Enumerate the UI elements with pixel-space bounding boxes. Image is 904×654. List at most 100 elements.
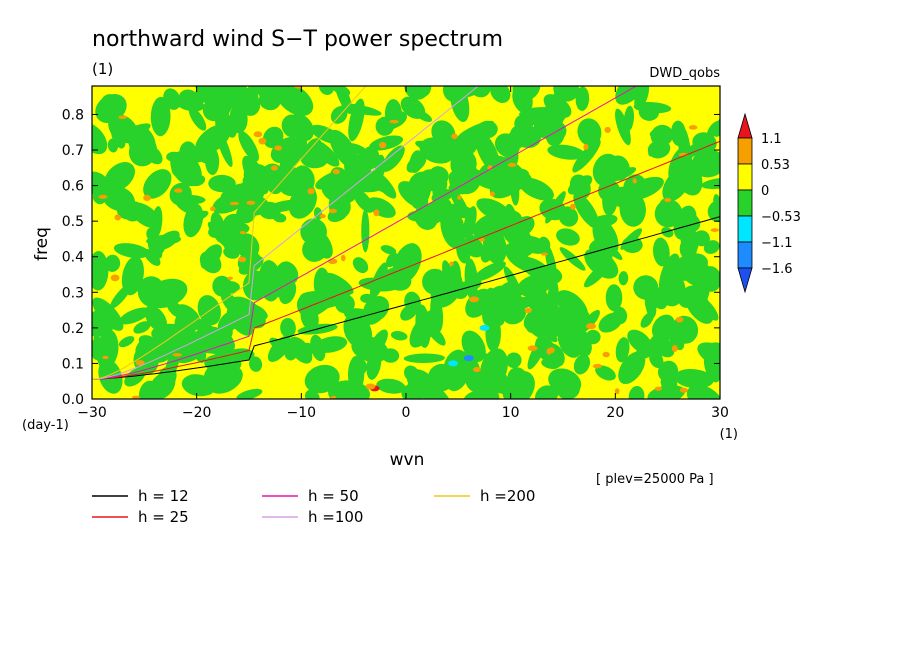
field-blob-negative	[668, 331, 685, 351]
field-blob-strong-positive	[389, 119, 399, 124]
field-blob-negative	[628, 386, 645, 399]
field-blob-negative	[135, 337, 149, 354]
field-blob-strong-positive	[253, 131, 263, 138]
field-blob-negative	[237, 251, 262, 273]
field-blob-negative	[210, 329, 233, 352]
legend: h = 12 h = 25 h = 50 h =100 h =200	[92, 487, 535, 526]
legend-label: h = 25	[138, 508, 189, 526]
field-blob-negative	[361, 209, 370, 253]
field-blob-negative	[662, 166, 692, 202]
field-blob-negative	[431, 120, 456, 146]
field-blob-negative	[318, 86, 335, 95]
field-blob-strong-positive	[307, 188, 315, 195]
x-tick-label: 20	[606, 405, 624, 421]
colorbar-segment	[737, 137, 753, 165]
field-blob-negative	[703, 352, 720, 383]
field-blob-negative	[351, 335, 389, 363]
field-blob-negative	[670, 120, 686, 146]
field-blob-negative	[573, 354, 591, 375]
field-blob-strong-positive	[449, 261, 454, 267]
field-blob-negative	[223, 213, 243, 230]
field-blob-negative	[651, 314, 675, 341]
x-axis-label: wvn	[390, 450, 425, 470]
field-blob-negative	[475, 131, 500, 173]
field-blob-negative	[348, 355, 365, 393]
field-blob-negative	[310, 334, 326, 362]
field-blob-negative	[670, 253, 708, 281]
field-blob-negative	[569, 174, 591, 199]
field-blob-negative	[146, 227, 158, 242]
dispersion-curve	[92, 86, 638, 380]
field-blob-negative	[415, 304, 431, 348]
field-blob-negative	[195, 124, 231, 155]
field-blob-negative	[128, 136, 158, 167]
field-blob-negative	[615, 337, 630, 363]
field-blob-negative	[432, 188, 448, 212]
field-blob-negative	[300, 342, 314, 358]
field-blob-strong-positive	[586, 323, 597, 330]
colorbar-bottom-arrow	[737, 267, 753, 294]
field-blob-negative	[463, 206, 477, 238]
field-blob-negative	[330, 106, 348, 124]
field-blob-negative	[559, 247, 586, 271]
field-blob-negative	[123, 201, 144, 222]
unit-label: (1)	[92, 60, 113, 78]
field-blob-negative	[109, 282, 133, 309]
field-blob-negative	[573, 192, 599, 229]
y-unit-label: (day-1)	[22, 418, 69, 433]
field-blob-negative	[171, 156, 189, 178]
field-blob-negative	[277, 261, 299, 285]
field-blob-strong-positive	[209, 206, 216, 212]
field-blob-negative	[138, 380, 164, 399]
field-blob-negative	[104, 162, 135, 192]
field-blob-strong-positive	[592, 363, 602, 369]
field-blob-negative	[648, 135, 667, 157]
level-note: [ plev=25000 Pa ]	[596, 472, 714, 487]
field-blob-negative	[288, 113, 314, 142]
field-blob-negative	[414, 204, 438, 230]
field-blob-negative	[178, 89, 199, 106]
field-blob-negative	[633, 333, 671, 361]
field-blob-negative	[119, 307, 150, 325]
legend-label: h =200	[480, 487, 535, 505]
field-feature	[463, 355, 474, 362]
field-blob-negative	[634, 86, 650, 111]
field-blob-negative	[104, 254, 121, 272]
field-blob-negative	[92, 251, 109, 291]
field-blob-negative	[236, 388, 263, 399]
field-blob-negative	[421, 169, 443, 183]
field-blob-negative	[197, 295, 221, 326]
y-tick-label: 0.7	[62, 143, 84, 159]
field-blob-negative	[496, 281, 520, 315]
field-blob-negative	[425, 322, 446, 346]
field-blob-negative	[473, 261, 506, 282]
field-blob-negative	[653, 237, 670, 267]
field-blob-negative	[640, 312, 654, 328]
field-blob-strong-positive	[258, 137, 267, 145]
field-blob-strong-positive	[675, 316, 684, 323]
field-blob-negative	[641, 289, 663, 303]
field-blob-strong-positive	[379, 141, 387, 149]
field-blob-negative	[617, 161, 629, 174]
field-feature	[479, 324, 490, 331]
field-blob-strong-positive	[319, 214, 326, 219]
colorbar-label: −1.1	[761, 236, 793, 251]
field-blob-strong-positive	[143, 194, 151, 201]
x-tick-label: 10	[502, 405, 520, 421]
field-blob-negative	[150, 96, 171, 137]
field-blob-negative	[564, 316, 576, 340]
field-blob-negative	[556, 228, 580, 246]
plot-area: −30 −20 −10 0 10 20 30 0.0 0.1 0.2 0.3 0.4 0.5 0.6 0.7…	[62, 85, 729, 421]
field-blob-strong-positive	[614, 388, 620, 395]
field-blob-negative	[219, 281, 240, 294]
field-blob-negative	[191, 336, 207, 363]
field-blob-strong-positive	[118, 115, 128, 120]
field-blob-strong-positive	[328, 208, 337, 214]
field-blob-negative	[305, 389, 320, 399]
field-blob-negative	[512, 86, 541, 101]
field-blob-negative	[92, 308, 117, 337]
field-blob-strong-positive	[239, 231, 246, 235]
field-blob-negative	[374, 154, 386, 180]
field-blob-strong-positive	[340, 254, 346, 262]
